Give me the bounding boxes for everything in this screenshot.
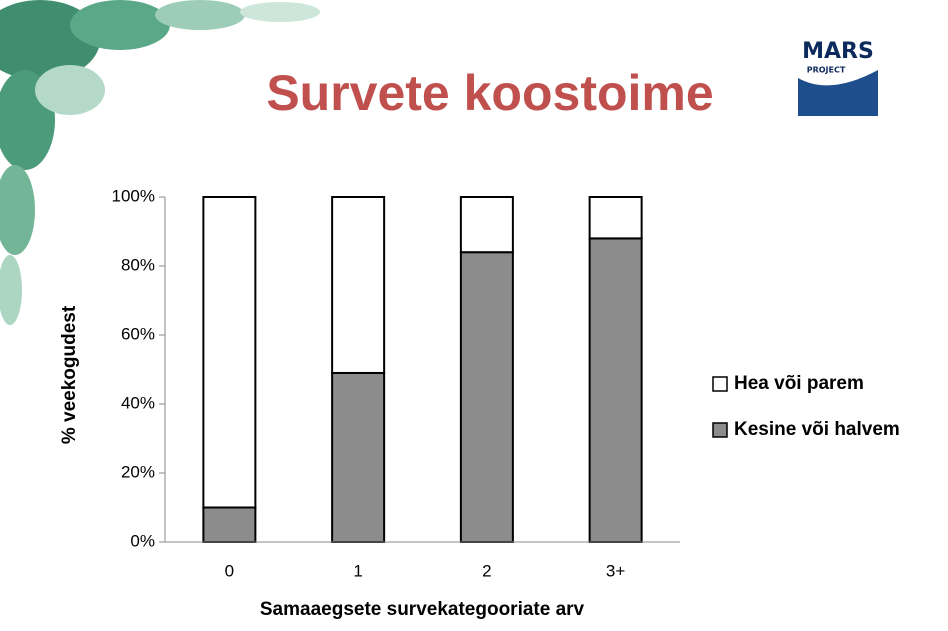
logo-sub: PROJECT <box>807 66 846 75</box>
bar-segment <box>331 196 386 374</box>
leaf-decoration <box>0 0 320 325</box>
bar-segment <box>202 196 257 509</box>
x-tick-label: 3+ <box>606 561 625 580</box>
bar-segment <box>202 506 257 543</box>
logo: MARS PROJECT <box>798 39 878 116</box>
x-tick-label: 2 <box>482 561 491 580</box>
logo-wave <box>798 70 878 116</box>
x-tick-label: 0 <box>225 561 234 580</box>
legend-label: Hea või parem <box>734 373 864 394</box>
y-axis-label: % veekogudest <box>59 305 80 444</box>
bar-segment <box>331 371 386 544</box>
y-tick-label: 0% <box>130 531 155 550</box>
y-tick-label: 20% <box>121 462 155 481</box>
x-tick-label: 1 <box>353 561 362 580</box>
y-tick-label: 100% <box>112 186 155 205</box>
bar-segment <box>459 196 514 254</box>
x-axis-label: Samaaegsete survekategooriate arv <box>260 599 585 620</box>
logo-name: MARS <box>802 39 874 64</box>
y-tick-label: 40% <box>121 393 155 412</box>
legend-swatch <box>712 422 728 438</box>
bar-segment <box>588 196 643 240</box>
slide-title: Survete koostoime <box>266 65 713 121</box>
y-tick-label: 80% <box>121 255 155 274</box>
bar-segment <box>459 251 514 543</box>
legend-label: Kesine või halvem <box>734 419 900 440</box>
y-tick-label: 60% <box>121 324 155 343</box>
bar-segment <box>588 237 643 543</box>
legend-swatch <box>712 376 728 392</box>
